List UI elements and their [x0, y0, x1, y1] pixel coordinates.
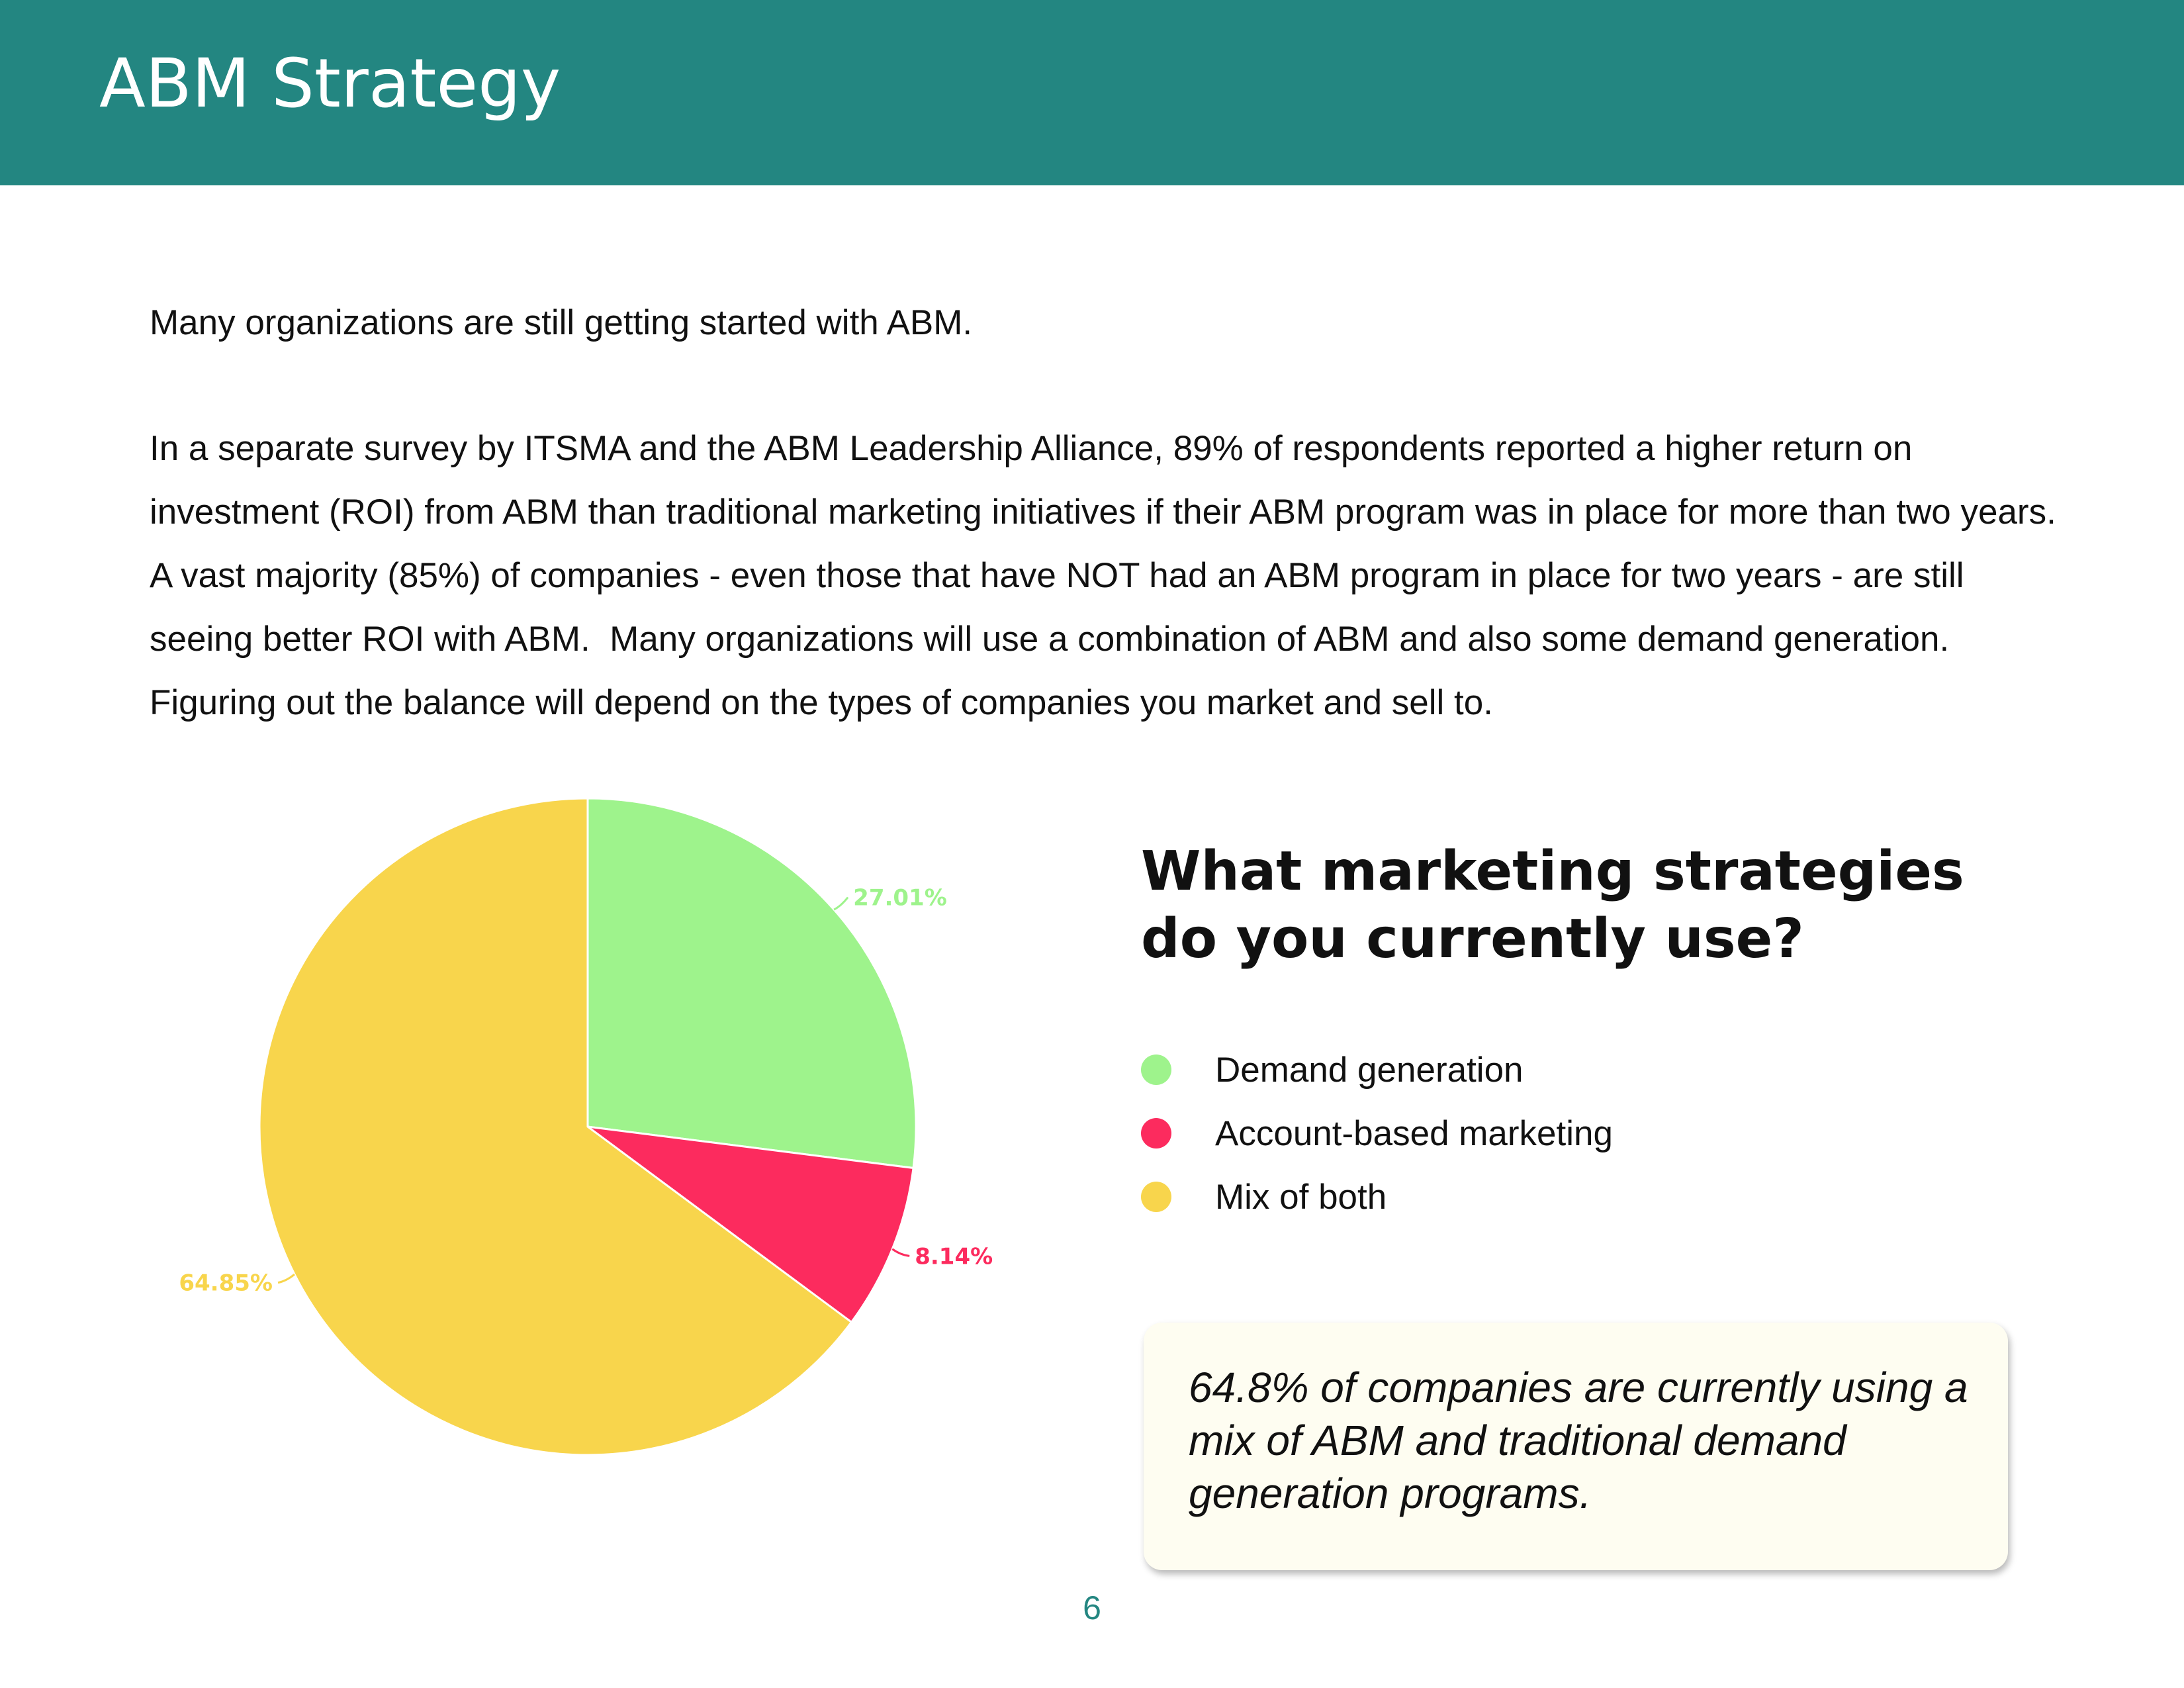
pie-label-demand-generation: 27.01% — [853, 885, 947, 912]
callout-text: 64.8% of companies are currently using a… — [1189, 1364, 1968, 1517]
legend-swatch-account-based-marketing — [1141, 1118, 1171, 1149]
page-number: 6 — [1083, 1589, 1101, 1626]
legend-label-demand-generation: Demand generation — [1215, 1050, 1524, 1090]
body-paragraph: In a separate survey by ITSMA and the AB… — [150, 429, 2064, 722]
legend-item-demand-generation: Demand generation — [1141, 1038, 2001, 1102]
pie-chart: 27.01% 8.14% 64.85% — [146, 781, 1046, 1483]
callout-box: 64.8% of companies are currently using a… — [1144, 1323, 2008, 1570]
pie-leader-mix-of-both — [277, 1273, 295, 1284]
legend-item-mix-of-both: Mix of both — [1141, 1165, 2001, 1229]
pie-leader-account-based-marketing — [891, 1248, 910, 1257]
chart-question-line-1: What marketing strategies — [1141, 840, 1964, 903]
pie-slice-demand-generation — [586, 797, 917, 1170]
legend-swatch-mix-of-both — [1141, 1182, 1171, 1212]
legend-item-account-based-marketing: Account-based marketing — [1141, 1102, 2001, 1165]
pie-chart-svg: 27.01% 8.14% 64.85% — [179, 797, 993, 1456]
page-title: ABM Strategy — [99, 44, 561, 123]
chart-question: What marketing strategies do you current… — [1141, 838, 2001, 973]
legend-swatch-demand-generation — [1141, 1055, 1171, 1085]
intro-paragraph: Many organizations are still getting sta… — [150, 303, 973, 342]
chart-legend: Demand generation Account-based marketin… — [1141, 1038, 2001, 1229]
pie-label-mix-of-both: 64.85% — [179, 1270, 273, 1297]
page-header: ABM Strategy — [0, 0, 2184, 185]
pie-label-account-based-marketing: 8.14% — [915, 1243, 993, 1270]
pie-leader-demand-generation — [833, 896, 849, 911]
pie-slice-mix-of-both — [258, 797, 853, 1456]
legend-label-account-based-marketing: Account-based marketing — [1215, 1113, 1613, 1153]
legend-label-mix-of-both: Mix of both — [1215, 1177, 1387, 1217]
chart-question-line-2: do you currently use? — [1141, 908, 1804, 970]
